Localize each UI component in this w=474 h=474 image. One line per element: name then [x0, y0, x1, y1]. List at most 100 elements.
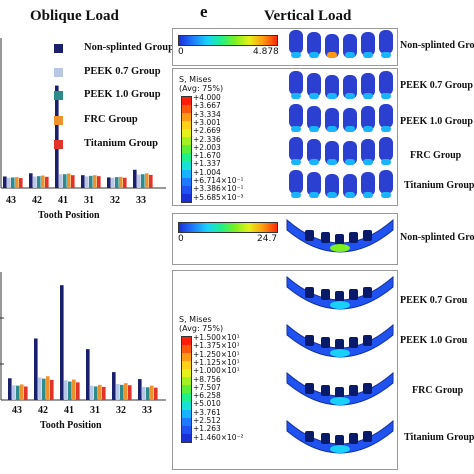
legend-value: +4.000 — [193, 93, 221, 102]
color-band — [182, 417, 191, 426]
group-label: PEEK 1.0 Group — [400, 116, 473, 127]
bar — [76, 382, 80, 400]
bar — [97, 176, 101, 188]
bar — [59, 174, 63, 188]
splint-stress — [330, 349, 350, 357]
bar — [111, 177, 115, 188]
color-band — [182, 433, 191, 442]
splint-socket — [349, 433, 358, 444]
panel-letter: e — [200, 2, 208, 21]
tooth — [325, 75, 339, 99]
splint-model-nonsplinted — [286, 218, 394, 253]
bar — [45, 176, 49, 188]
tooth — [307, 172, 321, 196]
tooth — [379, 104, 393, 128]
group-label: FRC Group — [412, 385, 464, 396]
splint-socket — [321, 433, 330, 444]
bar — [128, 385, 132, 400]
legend-value: +8.756 — [193, 374, 221, 384]
tooth-stress — [309, 126, 319, 132]
tooth — [361, 32, 375, 56]
color-band — [182, 337, 191, 346]
bar — [119, 176, 123, 188]
splint-socket — [305, 230, 314, 241]
bar — [24, 386, 28, 400]
bar — [150, 385, 154, 400]
tooth-stress — [309, 52, 319, 58]
bar — [81, 175, 85, 188]
bar — [120, 384, 124, 400]
tooth — [289, 30, 303, 54]
bar — [146, 387, 150, 400]
tooth — [361, 139, 375, 163]
oblique-load-title: Oblique Load — [30, 8, 119, 24]
splint-socket — [349, 232, 358, 243]
x-tick-label: 42 — [32, 195, 42, 206]
splint-stress — [330, 301, 350, 309]
bar — [63, 174, 67, 188]
bar — [98, 384, 102, 400]
bar — [33, 176, 37, 188]
tooth-stress — [381, 192, 391, 198]
teeth-models-splinted — [289, 71, 393, 198]
legend-swatch — [54, 116, 63, 125]
color-band — [182, 193, 191, 202]
tooth-stress — [345, 126, 355, 132]
bar — [60, 285, 64, 400]
tooth — [325, 141, 339, 165]
legend-value: +1.125×10¹ — [193, 357, 240, 367]
bar — [34, 338, 38, 400]
tooth-stress — [327, 192, 337, 198]
splint-socket — [349, 289, 358, 300]
tooth — [379, 71, 393, 95]
tooth-stress — [345, 93, 355, 99]
color-band — [182, 161, 191, 170]
legend-label: Titanium Group — [84, 138, 159, 149]
tooth-stress — [327, 52, 337, 58]
color-band — [182, 129, 191, 138]
legend-swatch — [54, 140, 63, 149]
legend-value: +1.460×10⁻² — [193, 432, 244, 442]
splint-socket — [305, 431, 314, 442]
tooth — [307, 73, 321, 97]
legend-value: +2.512 — [193, 416, 221, 425]
x-tick-label: 43 — [6, 195, 16, 206]
splint-stress — [330, 445, 350, 453]
color-band — [182, 425, 191, 434]
tooth-stress — [345, 159, 355, 165]
colorbar-max: 24.7 — [257, 234, 278, 244]
bar — [7, 177, 11, 188]
x-tick-label: 31 — [90, 405, 100, 416]
splint-socket — [363, 335, 372, 346]
bar — [124, 383, 128, 400]
tooth-stress — [291, 159, 301, 165]
tooth-stress — [363, 52, 373, 58]
tooth-stress — [381, 93, 391, 99]
bar — [116, 384, 120, 400]
top-colorbar — [178, 35, 278, 46]
bar — [94, 386, 98, 400]
group-label: FRC Group — [410, 150, 462, 161]
tooth — [289, 170, 303, 194]
bar — [55, 85, 59, 188]
legend-value: +1.670 — [193, 151, 221, 161]
bar — [41, 175, 45, 188]
bar — [145, 173, 149, 188]
splint-stress — [330, 244, 350, 252]
bar — [123, 177, 127, 188]
legend-value: +3.386×10⁻¹ — [193, 184, 244, 194]
color-band — [182, 121, 191, 130]
legend-subtitle: (Avg: 75%) — [179, 84, 224, 93]
group-label: Non-splinted Group — [400, 40, 474, 51]
bar — [16, 385, 20, 400]
x-tick-label: 43 — [12, 405, 22, 416]
tooth — [343, 174, 357, 198]
group-label: Titanium Group — [404, 432, 474, 443]
legend-value: +1.250×10¹ — [193, 349, 240, 359]
color-band — [182, 361, 191, 370]
color-band — [182, 353, 191, 362]
legend-value: +1.263 — [193, 424, 221, 434]
tooth-stress — [291, 93, 301, 99]
tooth-stress — [381, 52, 391, 58]
splint-socket — [321, 385, 330, 396]
